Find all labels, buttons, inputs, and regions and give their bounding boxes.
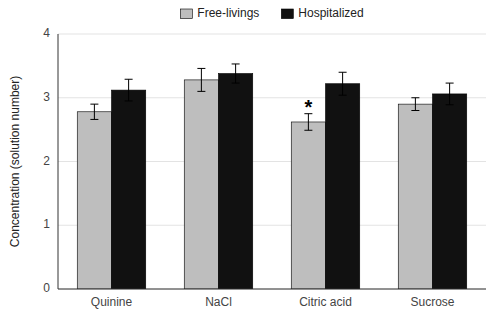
x-tick-label: Quinine [91,295,133,309]
legend-item: Hospitalized [281,6,363,20]
y-tick-label: 3 [43,90,50,104]
x-tick-label: Citric acid [299,295,352,309]
bar [398,104,432,289]
y-tick-label: 1 [43,217,50,231]
error-bar [90,104,98,119]
x-axis-line [58,289,486,290]
chart-container: 0 1 2 3 4 Concentration (solution number) Quin… [0,0,500,319]
error-bar [125,79,133,101]
grid-line [58,289,486,290]
error-bar [446,83,454,105]
legend-label: Hospitalized [298,6,363,20]
y-tick-label: 0 [43,281,50,295]
error-bar [197,68,205,91]
bar [112,90,146,289]
x-tick-label: Sucrose [410,295,454,309]
y-axis-label: Concentration (solution number) [8,76,22,247]
legend-item: Free-livings [180,6,259,20]
y-axis-line [58,34,59,289]
chart: 0 1 2 3 4 Concentration (solution number) Quin… [0,0,500,319]
legend-swatch [281,9,293,19]
legend-label: Free-livings [197,6,259,20]
grid-line [58,34,486,35]
y-axis: 0 1 2 3 4 [43,26,50,295]
error-bar [232,64,240,83]
bar [291,122,325,289]
error-bar [339,72,347,95]
bars [77,64,466,289]
grid [58,34,486,289]
legend-swatch [180,9,192,19]
error-bar [411,98,419,111]
bar [326,84,360,289]
bar [219,74,253,289]
bar [77,112,111,289]
bar [184,80,218,289]
legend: Free-livings Hospitalized [180,6,363,20]
x-axis: Quinine NaCl Citric acid Sucrose [91,295,455,309]
x-tick-label: NaCl [205,295,232,309]
bar [433,94,467,289]
annotation: * [304,96,312,118]
y-tick-label: 4 [43,26,50,40]
y-tick-label: 2 [43,154,50,168]
